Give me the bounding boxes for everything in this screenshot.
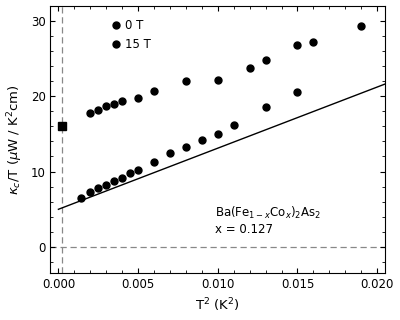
0 T <box>88 190 93 194</box>
0 T <box>231 123 236 127</box>
0 T <box>78 196 83 200</box>
15 T <box>136 96 140 100</box>
0 T <box>168 151 172 155</box>
0 T <box>215 132 220 136</box>
15 T <box>88 111 93 115</box>
15 T <box>120 100 124 103</box>
15 T <box>152 89 156 93</box>
15 T <box>96 108 101 112</box>
15 T <box>311 40 316 44</box>
15 T <box>112 102 116 106</box>
0 T <box>120 176 124 180</box>
15 T <box>247 66 252 70</box>
Legend: 0 T, 15 T: 0 T, 15 T <box>108 14 155 55</box>
0 T <box>295 91 300 94</box>
0 T <box>184 146 188 149</box>
15 T <box>215 77 220 81</box>
0 T <box>96 186 101 190</box>
15 T <box>104 104 109 108</box>
0 T <box>263 106 268 109</box>
Y-axis label: $\kappa_c$/T ($\mu$W / K$^2$cm): $\kappa_c$/T ($\mu$W / K$^2$cm) <box>6 84 25 195</box>
Line: 15 T: 15 T <box>87 38 317 116</box>
15 T <box>295 43 300 47</box>
0 T <box>128 171 132 175</box>
0 T <box>136 168 140 172</box>
0 T <box>104 183 109 187</box>
0 T <box>112 180 116 183</box>
Text: Ba(Fe$_{1-x}$Co$_x$)$_2$As$_2$
x = 0.127: Ba(Fe$_{1-x}$Co$_x$)$_2$As$_2$ x = 0.127 <box>215 204 321 236</box>
15 T <box>184 79 188 83</box>
Line: 0 T: 0 T <box>77 22 365 202</box>
15 T <box>263 58 268 62</box>
0 T <box>200 138 204 142</box>
0 T <box>359 24 364 28</box>
X-axis label: T$^2$ (K$^2$): T$^2$ (K$^2$) <box>195 297 240 315</box>
0 T <box>152 160 156 164</box>
